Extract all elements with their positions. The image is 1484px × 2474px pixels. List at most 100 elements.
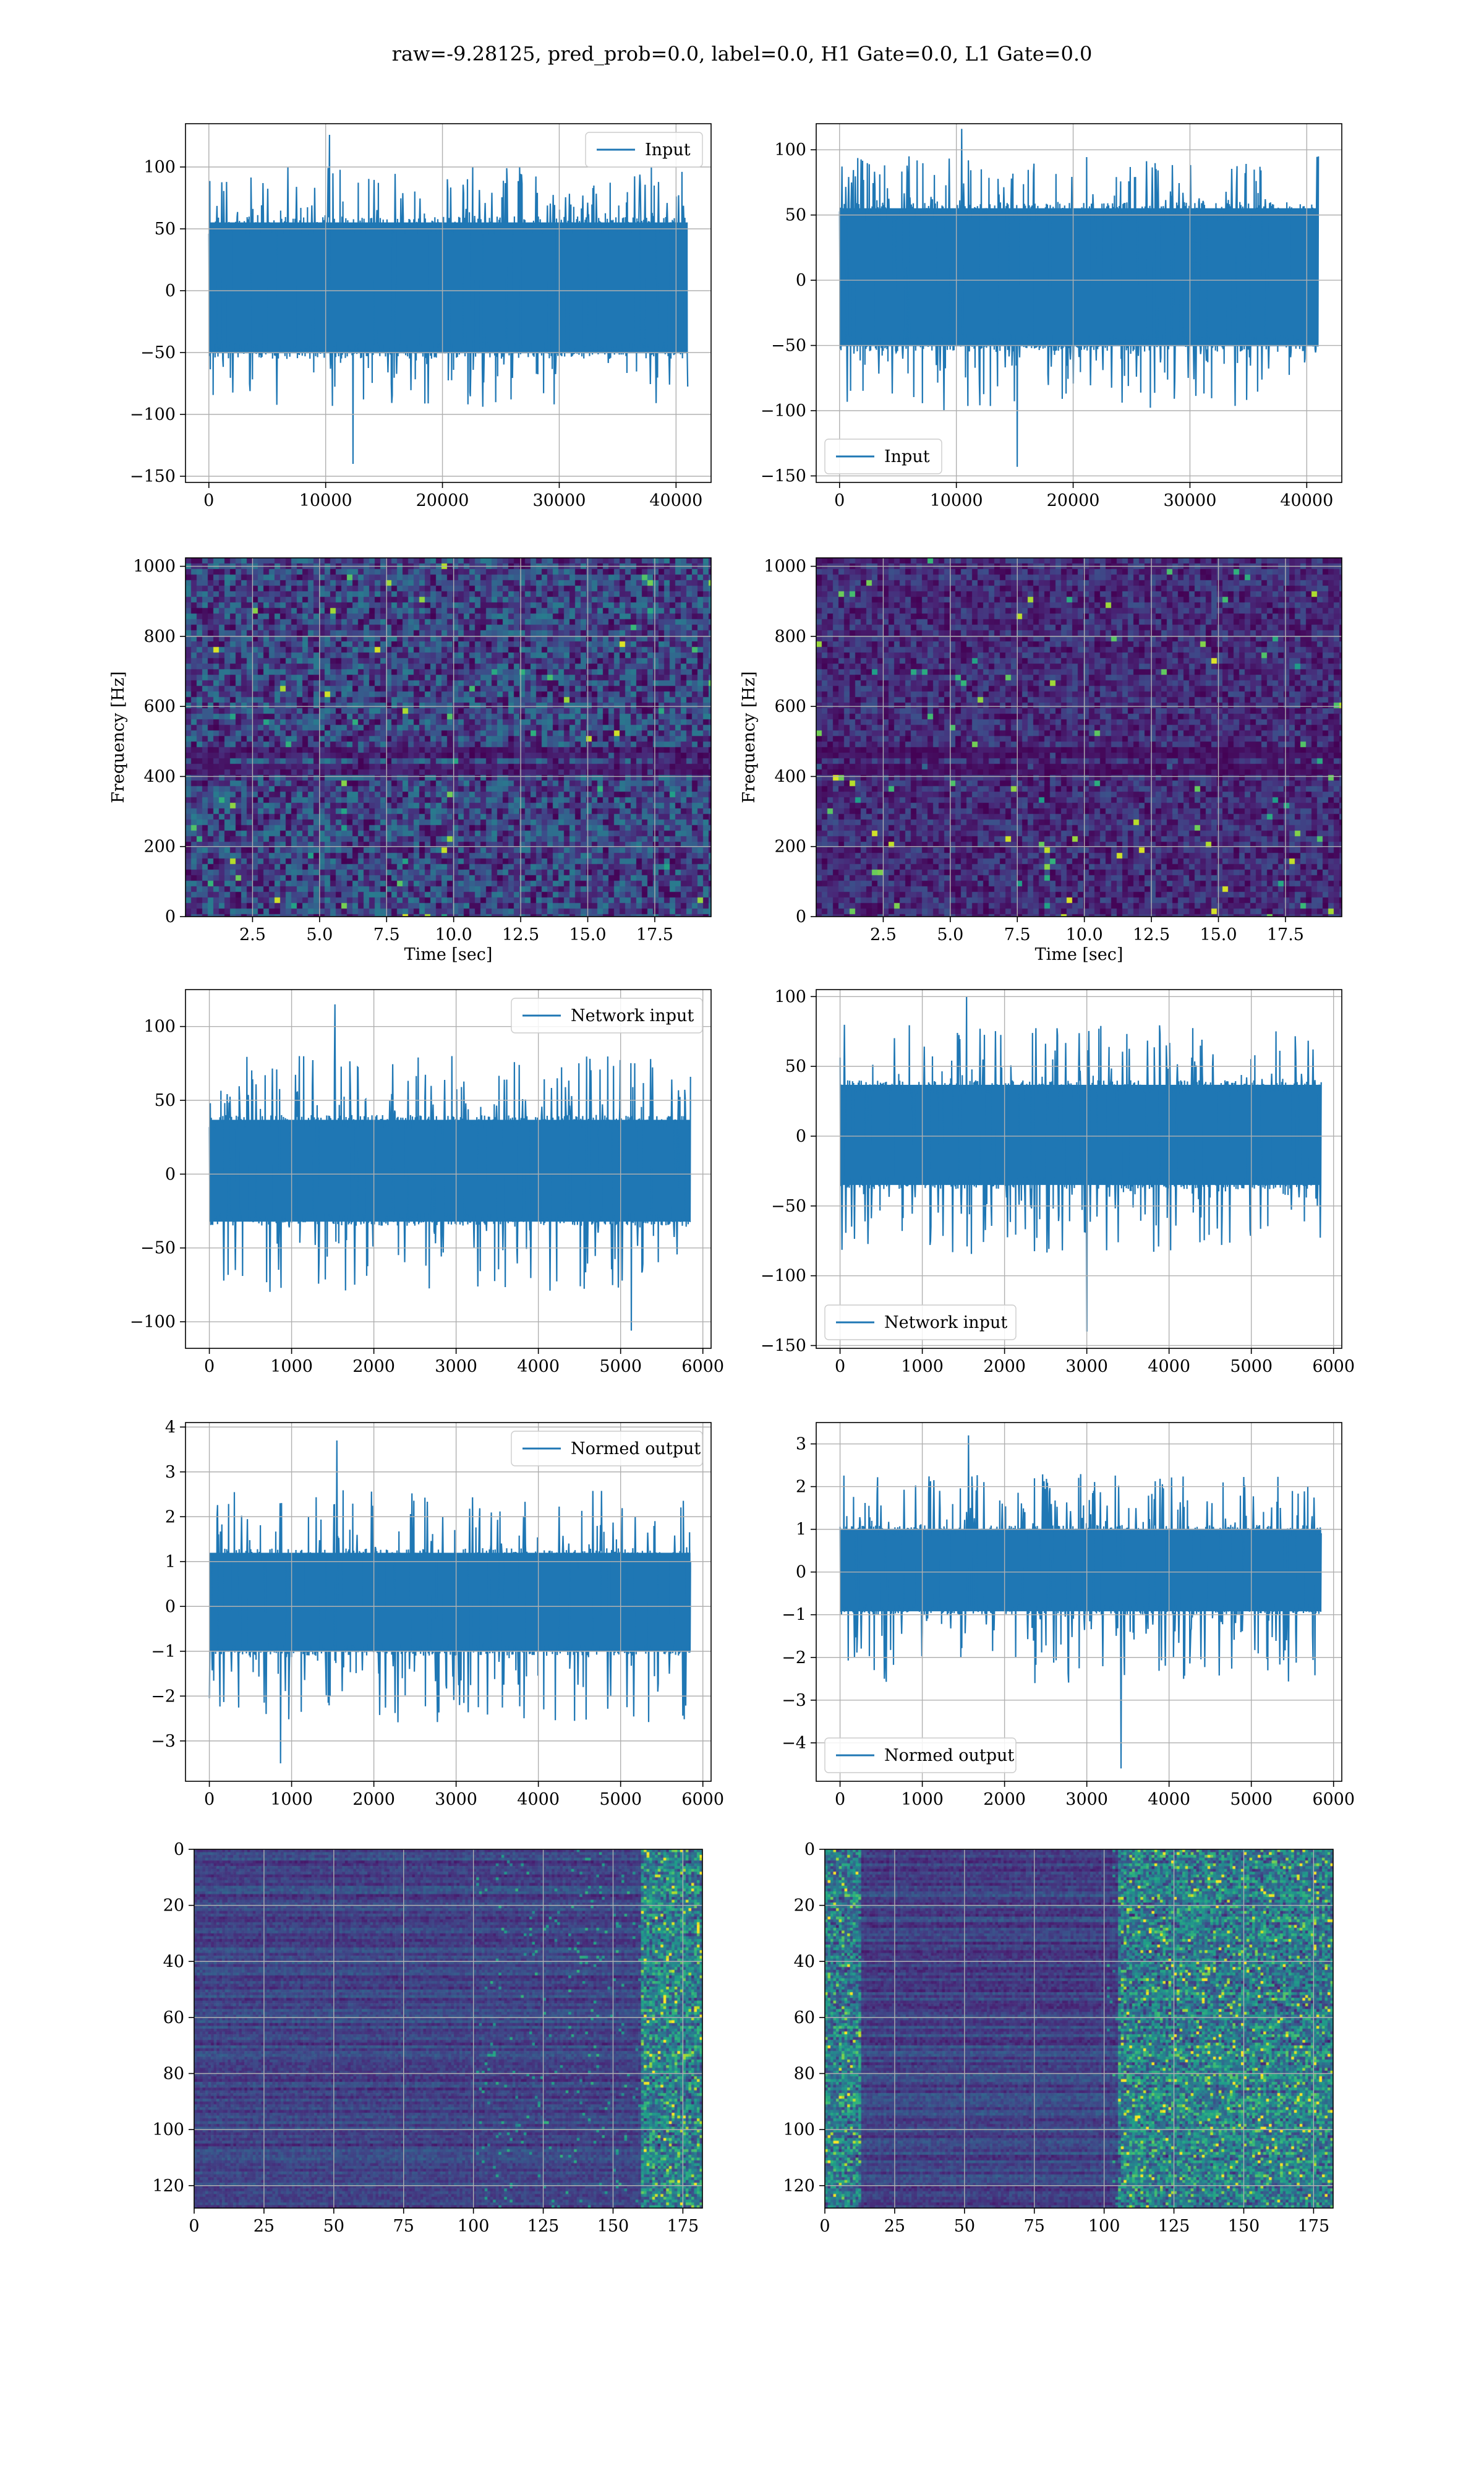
y-tick-label: 1	[165, 1552, 176, 1572]
legend: Input	[585, 132, 703, 168]
x-tick-label: 0	[204, 1357, 215, 1376]
x-tick-label: 6000	[1312, 1357, 1355, 1376]
x-tick-label: 0	[189, 2217, 199, 2236]
x-tick-label: 50	[954, 2217, 975, 2236]
y-tick-label: 1000	[133, 557, 176, 576]
legend-box	[824, 1304, 1017, 1340]
y-tick-label: 200	[774, 837, 806, 857]
y-tick-label: 50	[785, 1057, 806, 1076]
y-tick-label: 50	[785, 206, 806, 225]
legend: Network input	[511, 998, 703, 1034]
x-axis-label: Time [sec]	[404, 945, 493, 964]
x-tick-label: 6000	[681, 1790, 724, 1809]
x-tick-label: 2000	[983, 1790, 1026, 1809]
y-tick-label: 40	[163, 1952, 184, 1971]
legend-label: Input	[645, 140, 691, 160]
panel-network-input-left: 0 1000 2000 3000 4000 5000 6000 −100 −50 0 50 100 Ne…	[130, 989, 724, 1376]
y-tick-label: −100	[130, 1312, 176, 1332]
x-tick-label: 0	[819, 2217, 830, 2236]
x-tick-label: 15.0	[569, 925, 606, 944]
panel-feature-map-right: 0 25 50 75 100 125 150 175 0 20 40 60 80 100 120	[783, 1840, 1334, 2236]
x-tick-label: 5000	[1230, 1357, 1273, 1376]
legend-label: Network input	[571, 1006, 694, 1025]
y-tick-label: 80	[794, 2065, 815, 2084]
y-tick-label: 600	[143, 697, 176, 716]
y-tick-label: −100	[761, 1267, 806, 1286]
y-tick-label: −3	[782, 1691, 806, 1710]
panel-normed-output-right: 0 1000 2000 3000 4000 5000 6000 −4 −3 −2 −1 0 1 2 3 Nor…	[782, 1422, 1355, 1809]
heatmap-image	[816, 558, 1342, 917]
x-axis-label: Time [sec]	[1035, 945, 1124, 964]
x-tick-label: 40000	[1280, 491, 1333, 510]
y-tick-label: −1	[782, 1606, 806, 1625]
y-tick-label: 40	[794, 1952, 815, 1971]
figure-title: raw=-9.28125, pred_prob=0.0, label=0.0, …	[391, 42, 1093, 66]
y-tick-label: 200	[143, 837, 176, 857]
x-tick-label: 3000	[1065, 1357, 1108, 1376]
y-tick-label: −150	[130, 467, 176, 486]
axes-frame	[185, 557, 712, 917]
y-tick-label: −1	[151, 1642, 176, 1661]
x-tick-label: 6000	[1312, 1790, 1355, 1809]
y-tick-label: 4	[165, 1418, 176, 1437]
series-line	[838, 129, 1320, 467]
panel-input-left: 0 10000 20000 30000 40000 −150 −100 −50 0 50 100 In…	[130, 123, 712, 510]
x-tick-label: 17.5	[636, 925, 673, 944]
x-tick-label: 2.5	[870, 925, 897, 944]
series-line	[208, 134, 689, 464]
y-tick-label: 400	[143, 767, 176, 786]
x-tick-label: 5.0	[937, 925, 963, 944]
y-axis-label: Frequency [Hz]	[109, 671, 128, 803]
y-tick-label: −50	[140, 1239, 176, 1258]
y-tick-label: 800	[143, 627, 176, 646]
x-tick-label: 2.5	[239, 925, 266, 944]
x-tick-label: 4000	[517, 1790, 560, 1809]
x-tick-label: 100	[1088, 2217, 1120, 2236]
y-tick-label: 0	[796, 1563, 806, 1582]
heatmap-image	[825, 1849, 1333, 2208]
panel-spectrogram-left: 2.5 5.0 7.5 10.0 12.5 15.0 17.5 0 200 400 600 800 10…	[109, 557, 712, 964]
x-tick-label: 40000	[649, 491, 702, 510]
legend-box	[824, 439, 942, 474]
x-tick-label: 5000	[1230, 1790, 1273, 1809]
legend: Normed output	[824, 1737, 1017, 1773]
y-tick-label: 100	[774, 140, 806, 160]
axes-frame	[816, 1422, 1342, 1782]
x-tick-label: 10000	[930, 491, 983, 510]
x-tick-label: 150	[597, 2217, 629, 2236]
axes-frame	[185, 1422, 712, 1782]
y-tick-label: 0	[796, 907, 806, 927]
y-tick-label: 100	[774, 987, 806, 1006]
y-tick-label: 60	[163, 2008, 184, 2027]
legend-box	[511, 1431, 703, 1466]
x-tick-label: 2000	[983, 1357, 1026, 1376]
y-tick-label: −100	[761, 401, 806, 421]
y-tick-label: 600	[774, 697, 806, 716]
legend-label: Normed output	[571, 1439, 701, 1458]
x-tick-label: 175	[1298, 2217, 1330, 2236]
panel-input-right: 0 10000 20000 30000 40000 −150 −100 −50 0 50 100 In…	[761, 123, 1342, 510]
x-tick-label: 75	[1024, 2217, 1045, 2236]
x-tick-label: 75	[393, 2217, 414, 2236]
x-tick-label: 0	[204, 1790, 215, 1809]
x-tick-label: 25	[884, 2217, 905, 2236]
y-tick-label: 1	[796, 1520, 806, 1539]
axes-frame	[194, 1849, 703, 2209]
y-tick-label: 0	[174, 1840, 184, 1859]
axes-frame	[185, 989, 712, 1349]
x-tick-label: 5000	[599, 1790, 642, 1809]
y-tick-label: −150	[761, 466, 806, 486]
x-tick-label: 12.5	[502, 925, 539, 944]
y-tick-label: 50	[155, 220, 176, 239]
series-line	[208, 1004, 691, 1331]
x-tick-label: 100	[458, 2217, 490, 2236]
legend: Input	[824, 439, 942, 474]
y-tick-label: 0	[804, 1840, 815, 1859]
x-tick-label: 10000	[299, 491, 352, 510]
y-tick-label: 100	[152, 2120, 184, 2139]
x-tick-label: 2000	[352, 1790, 395, 1809]
x-tick-label: 30000	[532, 491, 586, 510]
panel-feature-map-left: 0 25 50 75 100 125 150 175 0 20 40 60 80 100 120	[152, 1840, 703, 2236]
x-tick-label: 4000	[1148, 1790, 1190, 1809]
